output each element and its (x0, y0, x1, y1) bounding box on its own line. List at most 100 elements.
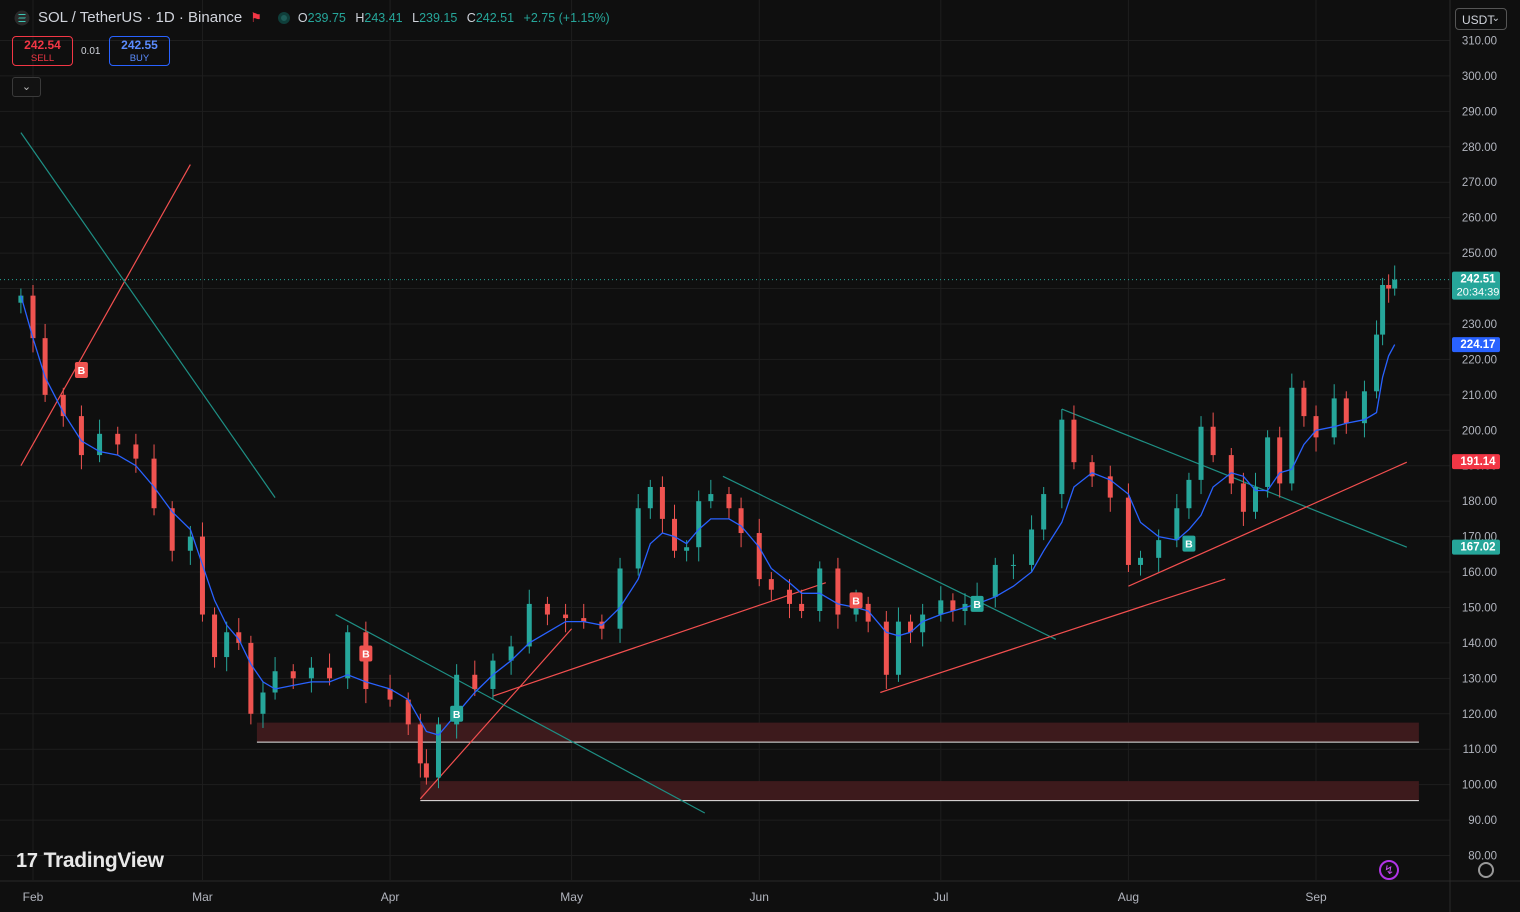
y-tick-label: 200.00 (1462, 425, 1497, 437)
brand-watermark: 17 TradingView (16, 849, 164, 872)
candle (18, 295, 24, 303)
candle (635, 508, 641, 569)
flag-icon[interactable]: ⚑ (250, 9, 262, 25)
ma-line (20, 295, 1396, 736)
candle (212, 614, 218, 658)
price-label-bg (1452, 454, 1500, 470)
buy-marker-label: B (78, 365, 86, 377)
price-label: 242.51 (1460, 274, 1496, 286)
candle (199, 536, 205, 615)
y-tick-label: 160.00 (1462, 567, 1497, 579)
candle (42, 338, 48, 395)
trendline (20, 132, 276, 498)
x-tick-label: May (560, 890, 583, 904)
candle (1186, 479, 1192, 509)
lightning-icon[interactable]: ↯ (1379, 860, 1399, 880)
buy-markers: B B B B B B (74, 362, 1196, 722)
symbol-title[interactable]: SOL / TetherUS · 1D · Binance (38, 9, 243, 26)
candle (472, 674, 478, 689)
price-label: 224.17 (1460, 339, 1495, 351)
candle (581, 618, 587, 622)
candle (290, 671, 296, 679)
candle (865, 603, 871, 622)
high-value: 243.41 (364, 10, 403, 25)
moving-average (20, 295, 1396, 736)
price-label-bg (1452, 539, 1500, 555)
y-tick-label: 100.00 (1462, 780, 1497, 792)
sell-button[interactable]: 242.54 SELL (12, 36, 73, 66)
price-label: 191.14 (1460, 456, 1496, 468)
trendline (20, 164, 191, 467)
candle (224, 632, 230, 658)
currency-select[interactable]: USDT ⌄ (1455, 8, 1507, 30)
y-tick-label: 280.00 (1462, 142, 1497, 154)
candle (1380, 285, 1386, 335)
candlesticks (18, 265, 1398, 789)
y-tick-label: 130.00 (1462, 673, 1497, 685)
support-zones (256, 722, 1419, 802)
candle (756, 533, 762, 580)
y-tick-label: 210.00 (1462, 390, 1497, 402)
candle (908, 621, 914, 633)
y-tick-label: 180.00 (1462, 496, 1497, 508)
y-tick-label: 250.00 (1462, 248, 1497, 260)
price-label-bg (1452, 271, 1500, 300)
candle (151, 458, 157, 509)
buy-marker (970, 595, 984, 612)
candle (1228, 455, 1234, 484)
candle (726, 494, 732, 509)
candle (1240, 483, 1246, 512)
market-status-icon (277, 11, 290, 24)
y-tick-label: 110.00 (1463, 744, 1497, 756)
price-label: 167.02 (1460, 542, 1495, 554)
candle (835, 568, 841, 615)
trendlines (0, 132, 1450, 814)
chart-legend: SOL / TetherUS · 1D · Binance ⚑ O239.75 … (14, 9, 616, 26)
x-tick-label: Jul (933, 890, 948, 904)
x-tick-label: Mar (192, 890, 213, 904)
candle (1361, 391, 1367, 424)
time-axis: Feb Mar Apr May Jun Jul Aug Sep (23, 890, 1327, 904)
sell-label: SELL (30, 53, 55, 64)
x-tick-label: Apr (381, 890, 400, 904)
candle (1313, 416, 1319, 438)
candle (30, 295, 36, 339)
candle (1289, 387, 1295, 484)
candle (787, 589, 792, 604)
buy-button[interactable]: 242.55 BUY (109, 36, 170, 66)
candle (423, 763, 429, 778)
y-tick-label: 140.00 (1462, 638, 1497, 650)
buy-marker-label: B (852, 595, 860, 607)
candle (563, 614, 569, 619)
candle (1392, 279, 1398, 289)
buy-marker-label: B (362, 649, 370, 661)
gear-icon[interactable] (1478, 862, 1494, 878)
open-value: 239.75 (307, 10, 346, 25)
candle (1125, 497, 1131, 565)
buy-marker-label: B (453, 709, 461, 721)
y-tick-label: 90.00 (1468, 815, 1497, 827)
buy-marker (1182, 535, 1196, 552)
candle (1107, 476, 1113, 498)
candle (272, 671, 278, 693)
candle (708, 494, 714, 502)
candle (738, 508, 744, 534)
candle (659, 486, 665, 519)
ohlc-values: O239.75 H243.41 L239.15 C242.51 +2.75 (+… (297, 10, 610, 25)
y-tick-label: 80.00 (1468, 851, 1497, 863)
buy-marker (359, 645, 373, 662)
candle (1156, 540, 1162, 558)
candle (1059, 419, 1065, 495)
collapse-legend-button[interactable]: ⌄ (12, 77, 41, 97)
candle (696, 501, 702, 548)
close-value: 242.51 (475, 10, 515, 25)
candle (1071, 419, 1077, 463)
candle (308, 667, 314, 679)
y-tick-label: 260.00 (1462, 213, 1497, 225)
candle (1198, 426, 1204, 480)
candle (672, 518, 678, 551)
candle (1265, 437, 1271, 487)
spread-value: 0.01 (81, 46, 101, 57)
